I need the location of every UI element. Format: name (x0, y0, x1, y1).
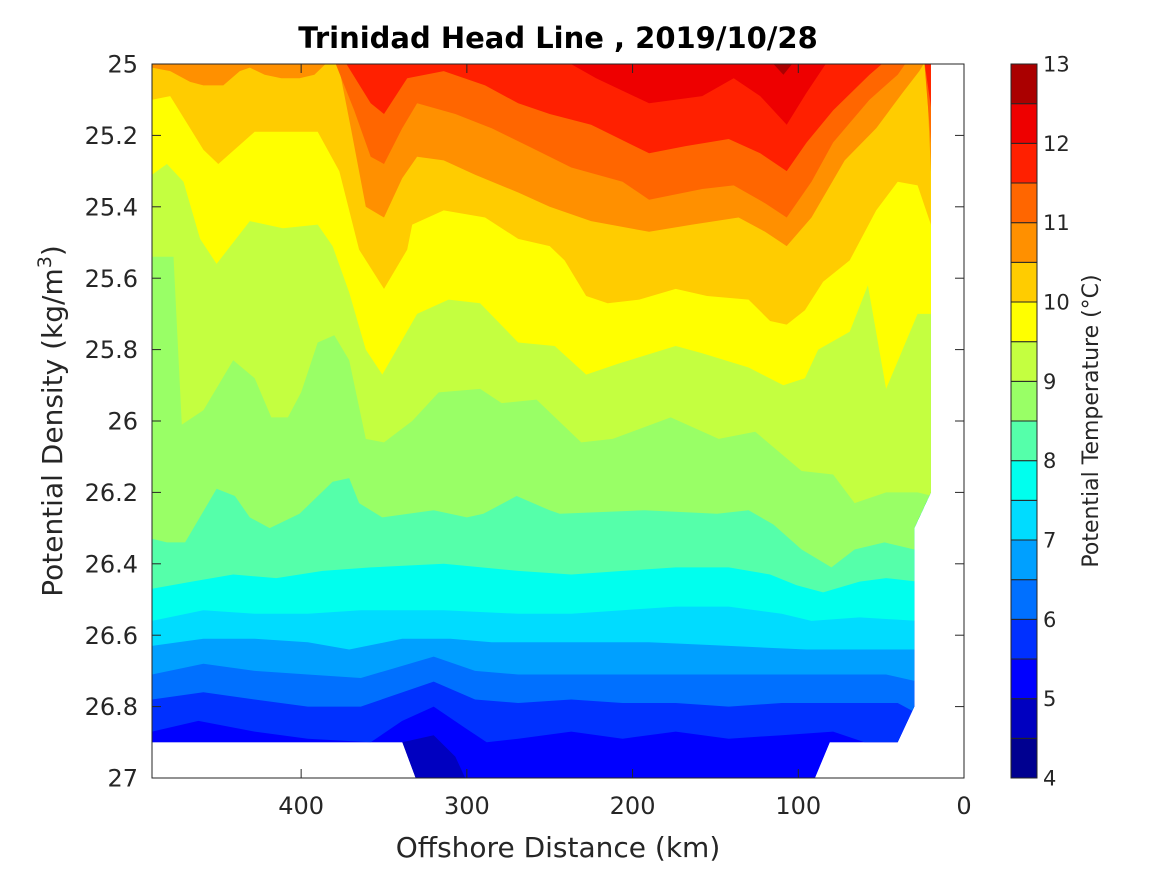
colorbar-tick-label: 4 (1043, 767, 1056, 791)
colorbar-tick-label: 11 (1043, 211, 1070, 235)
colorbar-tick-label: 5 (1043, 687, 1056, 711)
colorbar-tick-label: 13 (1043, 53, 1070, 77)
x-tick-label: 100 (775, 792, 821, 820)
y-axis-label-end: ) (36, 245, 69, 256)
axes-frame (151, 63, 965, 779)
colorbar-tick-label: 12 (1043, 132, 1070, 156)
x-tick-label: 400 (278, 792, 324, 820)
colorbar-band (1010, 618, 1038, 660)
colorbar-tick-label: 7 (1043, 529, 1056, 553)
colorbar-tick-label: 9 (1043, 370, 1056, 394)
colorbar-tick-label: 10 (1043, 291, 1070, 315)
colorbar-band (1010, 460, 1038, 501)
colorbar-band (1010, 698, 1038, 739)
colorbar-band (1010, 222, 1038, 263)
y-tick-label: 25.2 (85, 122, 138, 150)
y-axis-label-main: Potential Density (kg/m (36, 268, 69, 597)
colorbar-band (1010, 142, 1038, 184)
y-tick-label: 26.8 (85, 693, 138, 721)
colorbar-band (1010, 341, 1038, 382)
colorbar: 4 5 6 7 8 9 10 11 12 13 (1010, 53, 1070, 791)
colorbar-band (1010, 261, 1038, 303)
chart-title: Trinidad Head Line , 2019/10/28 (298, 21, 818, 55)
x-tick-label: 0 (956, 792, 971, 820)
colorbar-frame (1010, 63, 1038, 779)
y-axis-label: Potential Density (kg/m3) (34, 245, 69, 597)
colorbar-band (1010, 63, 1038, 105)
contour-fill-layer (152, 64, 931, 778)
colorbar-label: Potential Temperature (°C) (1079, 274, 1104, 567)
y-tick-label: 27 (107, 765, 138, 793)
contour-band-12 (152, 64, 931, 125)
y-tick-label: 26 (107, 408, 138, 436)
colorbar-band (1010, 103, 1038, 144)
colorbar-band (1010, 579, 1038, 620)
colorbar-tick-label: 8 (1043, 449, 1056, 473)
x-tick-label: 300 (444, 792, 490, 820)
colorbar-band (1010, 301, 1038, 343)
y-tick-label: 25 (107, 51, 138, 79)
y-axis-label-superscript: 3 (34, 256, 56, 268)
x-axis-label: Offshore Distance (km) (396, 831, 721, 864)
y-tick-label: 26.6 (85, 622, 138, 650)
colorbar-tick-label: 6 (1043, 608, 1056, 632)
colorbar-band (1010, 420, 1038, 462)
y-tick-label: 26.4 (85, 550, 138, 578)
colorbar-band (1010, 499, 1038, 541)
y-tick-label: 25.8 (85, 336, 138, 364)
colorbar-band (1010, 539, 1038, 581)
colorbar-band (1010, 737, 1038, 779)
colorbar-band (1010, 658, 1038, 700)
colorbar-band (1010, 182, 1038, 224)
y-tick-label: 26.2 (85, 479, 138, 507)
axes: 25 25.2 25.4 25.6 25.8 26 26.2 26.4 26.6 26.8 27 40… (85, 51, 972, 820)
colorbar-band (1010, 380, 1038, 422)
x-tick-label: 200 (610, 792, 656, 820)
y-tick-label: 25.6 (85, 265, 138, 293)
y-tick-label: 25.4 (85, 193, 138, 221)
